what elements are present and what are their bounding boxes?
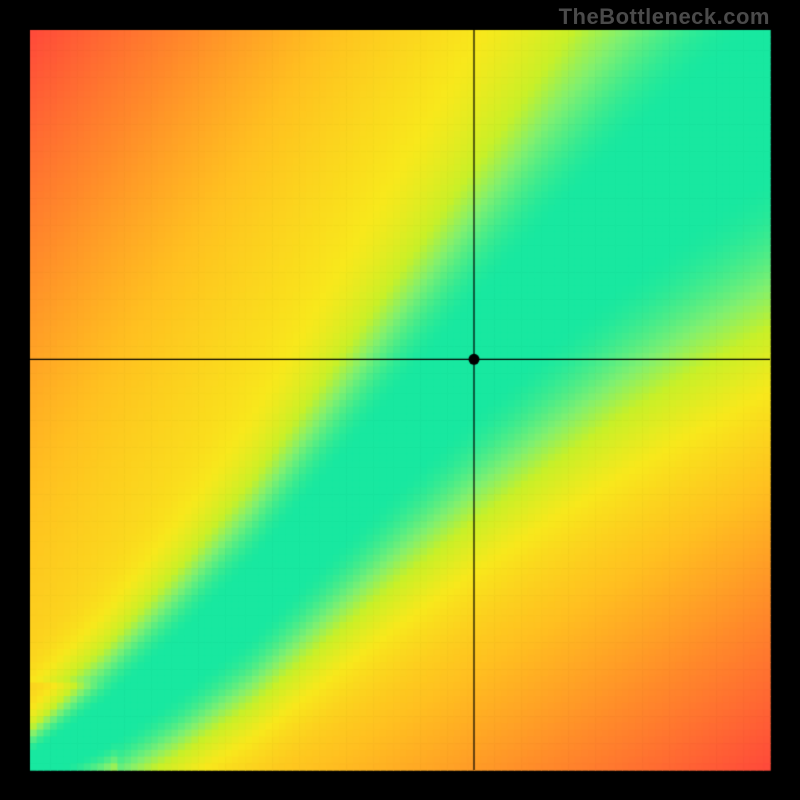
bottleneck-heatmap — [0, 0, 800, 800]
watermark-text: TheBottleneck.com — [559, 4, 770, 30]
